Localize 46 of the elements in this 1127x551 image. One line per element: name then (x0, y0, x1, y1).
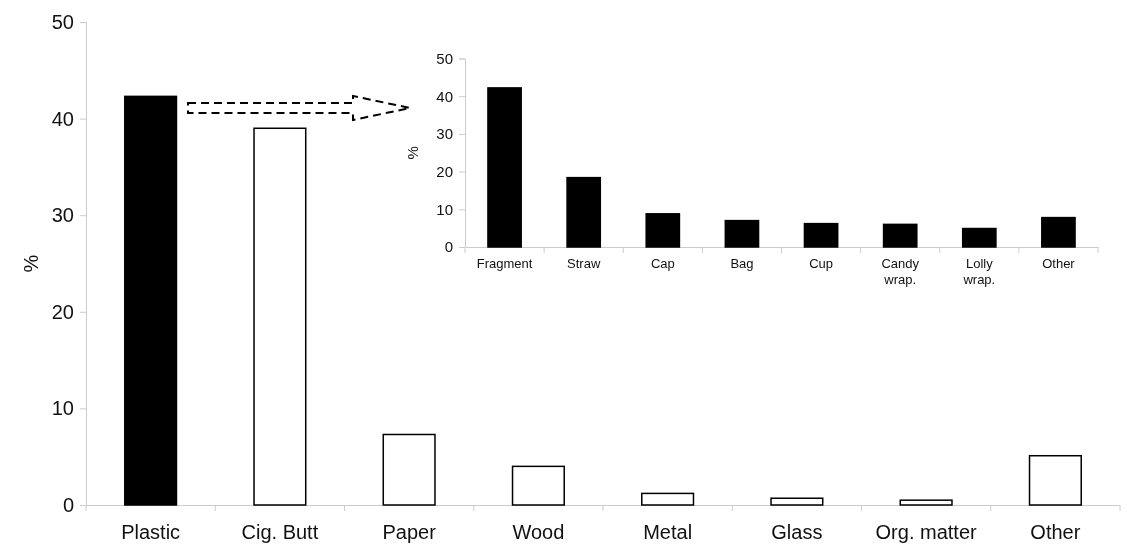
y-tick-label: 0 (62, 493, 74, 516)
x-tick-label: Paper (382, 521, 437, 544)
y-tick-label: 50 (51, 10, 74, 33)
bar (487, 87, 522, 248)
x-tick-label: Other (1030, 521, 1081, 544)
y-axis-title: % (20, 254, 42, 273)
x-tick-label: Metal (643, 521, 693, 544)
bar (382, 433, 436, 506)
bar (253, 127, 307, 506)
x-tick-label: Org. matter (875, 521, 978, 544)
bar (641, 492, 695, 506)
y-tick-label: 10 (51, 397, 74, 420)
bar (1041, 216, 1076, 248)
bar (724, 219, 760, 248)
x-tick-label: Glass (771, 521, 823, 544)
y-tick-label: 0 (444, 238, 453, 256)
y-tick-label: 30 (51, 204, 74, 227)
x-tick-label: Candy wrap. (881, 256, 920, 287)
y-tick-label: 50 (436, 49, 453, 67)
x-tick-label: Straw (567, 256, 601, 272)
x-tick-label: Cap (650, 256, 675, 272)
x-tick-label: Plastic (121, 521, 181, 544)
x-tick-label: Lolly wrap. (962, 256, 996, 287)
y-tick-label: 20 (51, 300, 74, 323)
bar (803, 222, 839, 248)
bar (770, 497, 824, 506)
bar (566, 176, 602, 248)
x-tick-label: Bag (730, 256, 754, 272)
bar (882, 223, 918, 248)
x-tick-label: Cup (809, 256, 833, 272)
x-tick-label: Other (1042, 256, 1076, 272)
bar (899, 499, 953, 506)
bar (961, 227, 997, 248)
x-tick-label: Wood (512, 521, 565, 544)
y-tick-label: 40 (51, 107, 74, 130)
x-tick-label: Fragment (476, 256, 533, 272)
y-tick-label: 30 (436, 125, 453, 143)
y-tick-label: 40 (436, 87, 453, 105)
x-tick-label: Cig. Butt (241, 521, 319, 544)
bar (645, 213, 681, 248)
bar (124, 95, 178, 506)
y-tick-label: 20 (436, 162, 453, 180)
bar (511, 465, 565, 506)
bar (1028, 454, 1082, 506)
y-tick-label: 10 (436, 200, 453, 218)
y-axis-title: % (404, 146, 421, 160)
